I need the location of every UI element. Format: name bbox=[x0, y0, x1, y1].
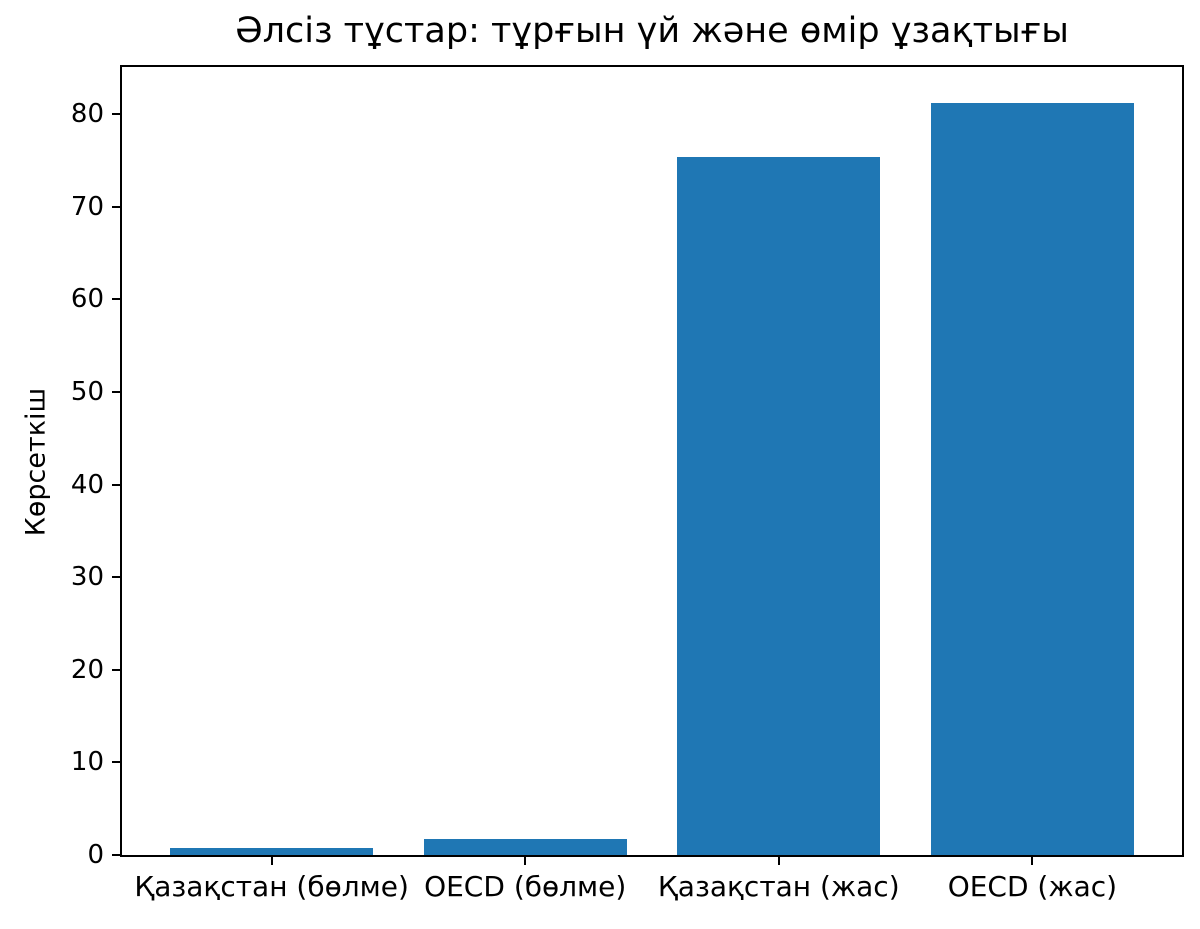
y-tick-label: 60 bbox=[70, 284, 104, 315]
y-tick-mark bbox=[112, 668, 120, 671]
y-tick-mark bbox=[112, 298, 120, 301]
x-tick-label: Қазақстан (бөлме) bbox=[134, 870, 409, 903]
bar bbox=[170, 847, 374, 855]
y-axis-label: Көрсеткіш bbox=[20, 387, 52, 537]
bar bbox=[677, 156, 881, 855]
plot-area bbox=[120, 65, 1184, 857]
x-tick-mark bbox=[270, 857, 273, 865]
x-tick-mark bbox=[524, 857, 527, 865]
y-tick-mark bbox=[112, 205, 120, 208]
y-tick-mark bbox=[112, 576, 120, 579]
y-tick-mark bbox=[112, 113, 120, 116]
y-tick-mark bbox=[112, 761, 120, 764]
y-tick-mark bbox=[112, 854, 120, 856]
y-tick-label: 10 bbox=[70, 747, 104, 778]
y-tick-label: 20 bbox=[70, 654, 104, 685]
chart-title: Әлсіз тұстар: тұрғын үй және өмір ұзақты… bbox=[235, 11, 1069, 51]
y-tick-label: 80 bbox=[70, 99, 104, 130]
x-tick-mark bbox=[777, 857, 780, 865]
y-tick-mark bbox=[112, 391, 120, 393]
x-tick-mark bbox=[1031, 857, 1034, 865]
x-tick-label: OECD (бөлме) bbox=[424, 870, 627, 903]
x-tick-label: OECD (жас) bbox=[947, 870, 1118, 903]
y-tick-label: 70 bbox=[70, 191, 104, 222]
y-tick-label: 40 bbox=[70, 469, 104, 500]
y-tick-label: 50 bbox=[70, 377, 104, 407]
x-tick-label: Қазақстан (жас) bbox=[657, 870, 900, 903]
y-tick-label: 30 bbox=[70, 562, 104, 593]
bar bbox=[930, 103, 1134, 855]
y-tick-label: 0 bbox=[87, 840, 104, 870]
y-tick-mark bbox=[112, 483, 120, 486]
bar bbox=[423, 839, 627, 855]
